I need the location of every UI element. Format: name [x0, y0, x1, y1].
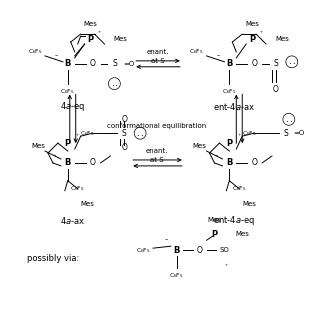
Text: C$_6$F$_5$: C$_6$F$_5$	[61, 87, 75, 96]
Text: at S: at S	[151, 58, 165, 64]
Text: P: P	[88, 35, 94, 44]
Text: $^{-}$: $^{-}$	[165, 238, 169, 243]
Text: $^{+}$: $^{+}$	[237, 133, 242, 138]
Text: O: O	[89, 59, 95, 68]
Text: Mes: Mes	[193, 143, 207, 149]
Text: $··$: $··$	[111, 79, 118, 89]
Text: $^{-}$: $^{-}$	[214, 154, 219, 159]
Text: =O: =O	[293, 130, 304, 136]
Text: enant.: enant.	[146, 148, 168, 154]
Text: P: P	[226, 139, 232, 148]
Text: Mes: Mes	[113, 36, 127, 42]
Text: C$_6$F$_5$: C$_6$F$_5$	[80, 129, 95, 138]
Text: O: O	[89, 158, 95, 167]
Text: C$_6$F$_5$: C$_6$F$_5$	[136, 246, 150, 255]
Text: conformational equilibration: conformational equilibration	[107, 123, 207, 129]
Text: $^{-}$: $^{-}$	[52, 154, 57, 159]
Text: O: O	[121, 115, 127, 124]
Text: Mes: Mes	[242, 201, 256, 207]
Text: enant.: enant.	[147, 49, 169, 55]
Text: $^{+}$: $^{+}$	[75, 133, 80, 138]
Text: C$_6$F$_5$: C$_6$F$_5$	[242, 129, 257, 138]
Text: Mes: Mes	[81, 201, 95, 207]
Text: Mes: Mes	[235, 231, 249, 237]
Text: P: P	[65, 139, 71, 148]
Text: Mes: Mes	[208, 217, 221, 223]
Text: C$_6$F$_5$: C$_6$F$_5$	[28, 48, 42, 56]
Text: $^{+}$: $^{+}$	[224, 263, 229, 268]
Text: possibly via:: possibly via:	[27, 253, 79, 262]
Text: S: S	[122, 129, 127, 138]
Text: $\cdot\cdot$: $\cdot\cdot$	[288, 57, 296, 66]
Text: B: B	[65, 59, 71, 68]
Text: =O: =O	[124, 61, 135, 67]
Text: C$_6$F$_5$: C$_6$F$_5$	[189, 48, 204, 56]
Text: C$_6$F$_5$: C$_6$F$_5$	[232, 184, 246, 193]
Text: O: O	[197, 246, 203, 255]
Text: Mes: Mes	[84, 21, 98, 27]
Text: Mes: Mes	[245, 21, 259, 27]
Text: $\cdot\cdot$: $\cdot\cdot$	[285, 115, 293, 124]
Text: at S: at S	[150, 157, 164, 163]
Text: $^{-}$: $^{-}$	[54, 54, 59, 59]
Text: O: O	[251, 158, 257, 167]
Text: $\cdot\cdot$: $\cdot\cdot$	[136, 129, 144, 138]
Text: Mes: Mes	[31, 143, 45, 149]
Text: S: S	[273, 59, 278, 68]
Text: $\mathit{4a}$-eq: $\mathit{4a}$-eq	[60, 100, 85, 113]
Text: $^{+}$: $^{+}$	[259, 30, 263, 35]
Text: $^{+}$: $^{+}$	[97, 30, 102, 35]
Text: $\mathit{4a}$-ax: $\mathit{4a}$-ax	[60, 215, 85, 226]
Text: O: O	[121, 142, 127, 151]
Text: Mes: Mes	[275, 36, 289, 42]
Text: $^{-}$: $^{-}$	[216, 54, 221, 59]
Text: C$_6$F$_5$: C$_6$F$_5$	[70, 184, 85, 193]
Text: C$_6$F$_5$: C$_6$F$_5$	[222, 87, 237, 96]
Text: B: B	[65, 158, 71, 167]
Text: ent-$\mathit{4a}$-eq: ent-$\mathit{4a}$-eq	[213, 214, 255, 227]
Text: B: B	[174, 246, 180, 255]
Text: S: S	[284, 129, 288, 138]
Text: B: B	[226, 158, 233, 167]
Text: C$_6$F$_5$: C$_6$F$_5$	[170, 272, 184, 280]
Text: P: P	[211, 230, 218, 239]
Text: ent-$\mathit{4a}$-ax: ent-$\mathit{4a}$-ax	[213, 101, 255, 112]
Text: SO: SO	[219, 247, 229, 253]
Text: O: O	[251, 59, 257, 68]
Text: P: P	[249, 35, 255, 44]
Text: B: B	[226, 59, 233, 68]
Text: S: S	[112, 59, 117, 68]
Text: O: O	[273, 85, 279, 94]
